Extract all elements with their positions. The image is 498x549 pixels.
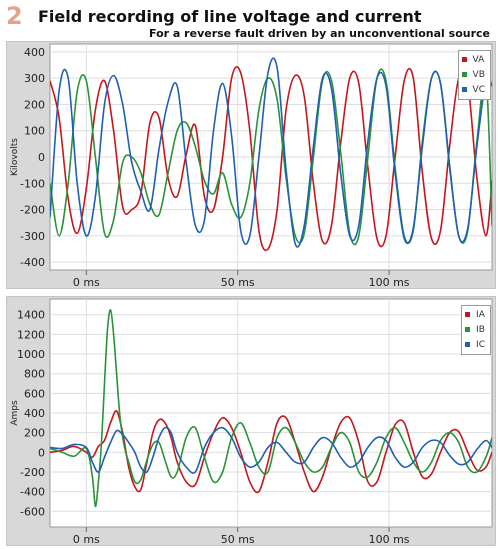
x-tick-label: 50 ms: [221, 276, 255, 288]
legend-label: IC: [476, 340, 485, 350]
series-line-va: [50, 66, 492, 252]
current-chart: 1400 1200 1000 800 600 400 200 0 -200 -400 -600 0 m…: [10, 298, 493, 545]
legend-swatch: [465, 342, 471, 347]
legend-label: VB: [472, 70, 485, 80]
y-axis-label: Kilovolts: [10, 138, 20, 176]
y-tick-label: -100: [20, 177, 45, 190]
x-tick-label: 50 ms: [221, 533, 255, 545]
y-tick-label: 600: [24, 387, 45, 400]
voltage-chart-panel: 400 300 200 100 0 -100 -200 -300 -400 0 ms 50 ms 10…: [6, 41, 496, 289]
y-tick-label: 200: [24, 98, 45, 111]
x-tick-label: 0 ms: [73, 533, 100, 545]
y-tick-label: 0: [38, 446, 45, 459]
x-tick-label: 0 ms: [73, 276, 100, 288]
legend-swatch: [461, 87, 467, 92]
legend-label: VC: [472, 85, 485, 95]
legend-item-ic: IC: [465, 338, 485, 353]
y-tick-label: -200: [20, 466, 45, 479]
current-chart-panel: 1400 1200 1000 800 600 400 200 0 -200 -400 -600 0 m…: [6, 296, 496, 546]
y-tick-label: 400: [24, 407, 45, 420]
legend-item-vb: VB: [461, 68, 485, 83]
y-tick-label: 200: [24, 427, 45, 440]
y-tick-label: 1000: [17, 348, 45, 361]
y-tick-label: -200: [20, 204, 45, 217]
series-line-ic: [50, 426, 492, 474]
voltage-legend: VA VB VC: [457, 50, 491, 100]
x-tick-label: 100 ms: [369, 533, 410, 545]
series-line-vc: [50, 57, 492, 248]
y-axis-label: Amps: [10, 400, 20, 426]
legend-swatch: [461, 57, 467, 62]
legend-swatch: [461, 72, 467, 77]
voltage-chart: 400 300 200 100 0 -100 -200 -300 -400 0 ms 50 ms 10…: [10, 43, 493, 288]
y-tick-label: 800: [24, 368, 45, 381]
y-tick-label: 400: [24, 46, 45, 59]
x-tick-label: 100 ms: [369, 276, 410, 288]
figure-number: 2: [6, 2, 23, 30]
y-tick-label: -300: [20, 230, 45, 243]
legend-label: VA: [472, 55, 485, 65]
legend-item-ia: IA: [465, 308, 485, 323]
y-tick-label: 1200: [17, 328, 45, 341]
legend-label: IB: [476, 325, 485, 335]
legend-item-va: VA: [461, 53, 485, 68]
y-tick-label: 0: [38, 151, 45, 164]
legend-item-ib: IB: [465, 323, 485, 338]
y-tick-label: 1400: [17, 309, 45, 322]
y-tick-label: -400: [20, 486, 45, 499]
legend-swatch: [465, 312, 471, 317]
current-legend: IA IB IC: [461, 305, 491, 355]
y-tick-label: -400: [20, 256, 45, 269]
chart-subtitle: For a reverse fault driven by an unconve…: [149, 27, 490, 40]
series-line-ib: [50, 308, 492, 508]
y-tick-label: -600: [20, 505, 45, 518]
legend-item-vc: VC: [461, 83, 485, 98]
legend-swatch: [465, 327, 471, 332]
y-tick-label: 100: [24, 125, 45, 138]
legend-label: IA: [476, 310, 485, 320]
chart-title: Field recording of line voltage and curr…: [38, 7, 422, 26]
y-tick-label: 300: [24, 72, 45, 85]
